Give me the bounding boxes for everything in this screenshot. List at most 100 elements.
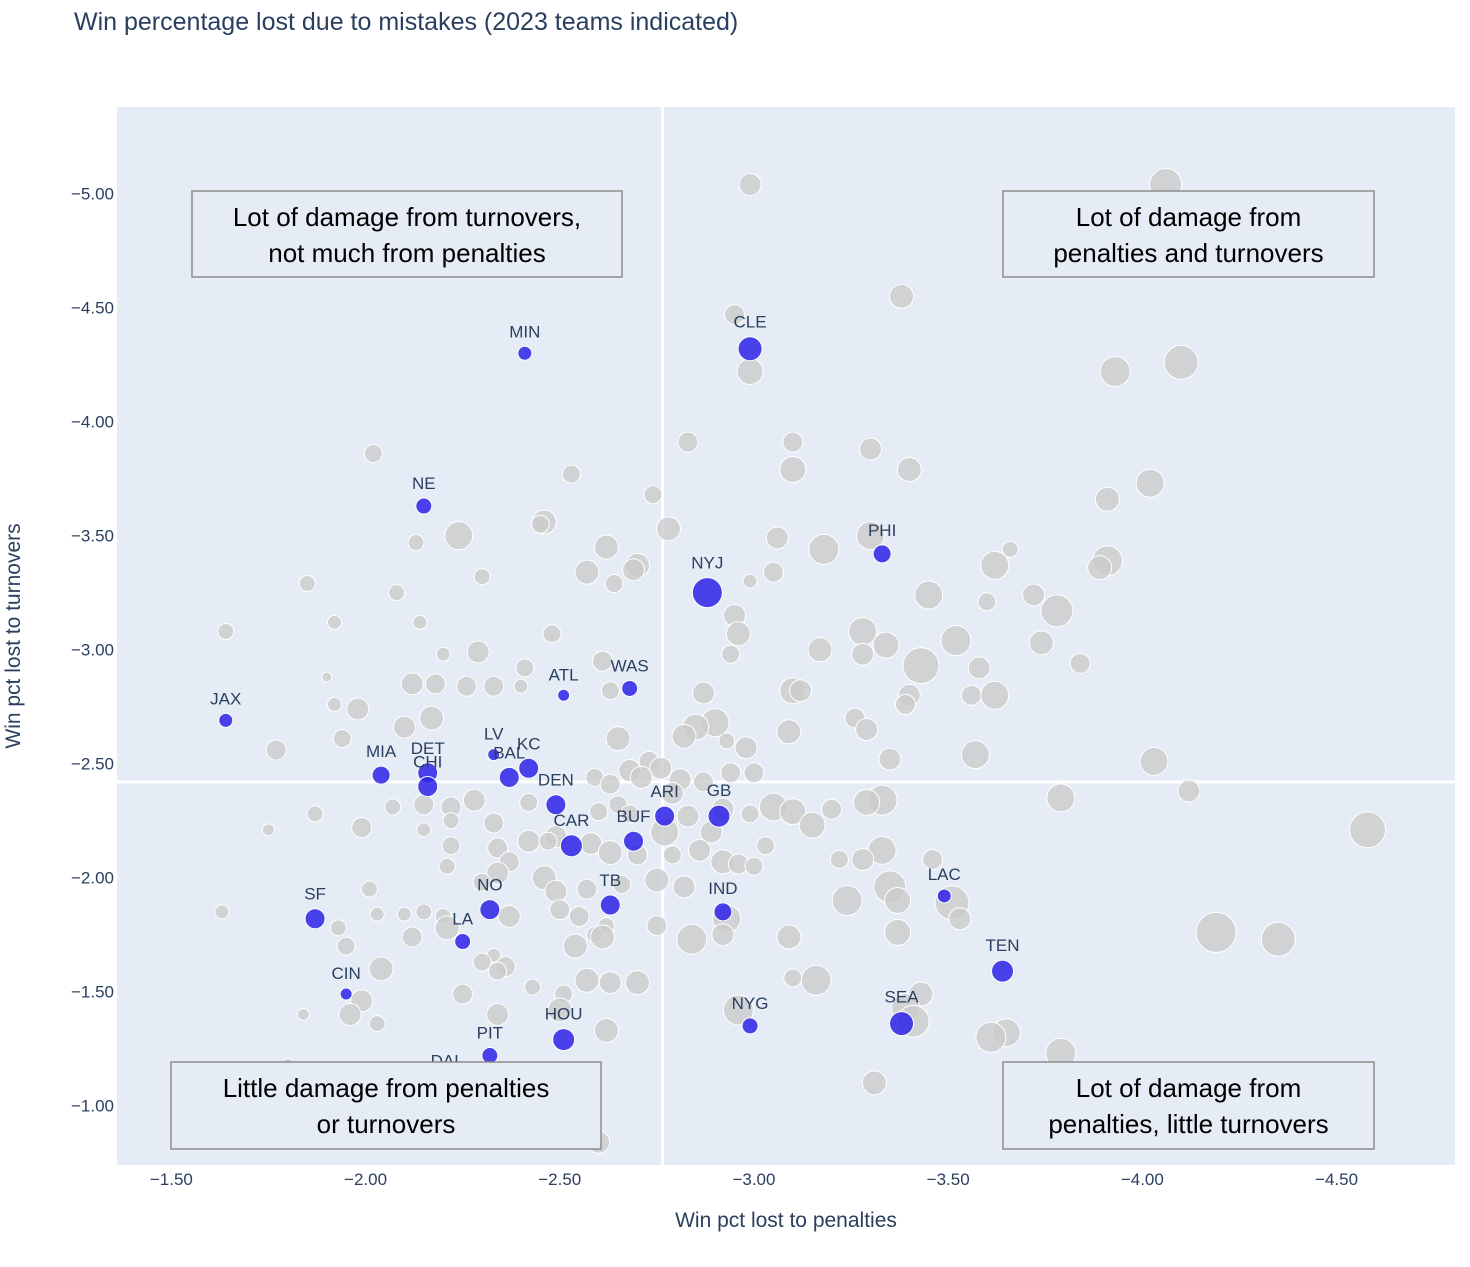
other-season-marker <box>472 952 492 972</box>
y-tick-label: −4.00 <box>71 413 114 432</box>
other-season-marker <box>718 732 736 750</box>
other-season-marker <box>1177 779 1201 803</box>
other-season-marker <box>711 923 735 947</box>
other-season-marker <box>1135 468 1165 498</box>
other-season-marker <box>724 303 746 325</box>
team-marker-car <box>559 834 583 858</box>
y-tick-label: −5.00 <box>71 185 114 204</box>
other-season-marker <box>940 625 972 657</box>
other-season-marker <box>360 880 378 898</box>
other-season-marker <box>902 647 940 685</box>
other-season-marker <box>369 906 385 922</box>
other-season-marker <box>851 847 875 871</box>
annotation-bottom-right: Lot of damage from penalties, little turn… <box>1002 1061 1375 1150</box>
team-marker-lac <box>936 888 952 904</box>
team-marker-cin <box>339 987 353 1001</box>
team-label-hou: HOU <box>545 1005 583 1024</box>
other-season-marker <box>392 715 416 739</box>
annotation-text: penalties and turnovers <box>1053 238 1323 268</box>
other-season-marker <box>656 516 682 542</box>
other-season-marker <box>789 679 813 703</box>
other-season-marker <box>1195 911 1237 953</box>
team-label-atl: ATL <box>549 665 579 684</box>
annotation-text: penalties, little turnovers <box>1048 1109 1328 1139</box>
team-marker-mia <box>371 765 391 785</box>
other-season-marker <box>384 798 402 816</box>
other-season-marker <box>960 684 982 706</box>
team-label-cle: CLE <box>734 313 767 332</box>
other-season-marker <box>742 573 758 589</box>
annotation-text: Lot of damage from <box>1076 1073 1301 1103</box>
team-label-min: MIN <box>509 322 540 341</box>
other-season-marker <box>424 673 446 695</box>
other-season-marker <box>829 849 849 869</box>
other-season-marker <box>671 723 697 749</box>
y-tick-label: −2.50 <box>71 755 114 774</box>
other-season-marker <box>922 848 944 870</box>
team-label-den: DEN <box>538 771 574 790</box>
other-season-marker <box>646 915 668 937</box>
other-season-marker <box>798 811 826 839</box>
other-season-marker <box>1001 540 1019 558</box>
other-season-marker <box>388 584 406 602</box>
other-season-marker <box>743 762 765 784</box>
chart-title: Win percentage lost due to mistakes (202… <box>74 8 738 36</box>
other-season-marker <box>807 637 833 663</box>
team-label-phi: PHI <box>868 521 896 540</box>
other-season-marker <box>497 904 521 928</box>
y-tick-label: −4.50 <box>71 299 114 318</box>
other-season-marker <box>1349 811 1387 849</box>
reference-lines <box>117 107 1455 1165</box>
team-label-bal: BAL <box>493 743 525 762</box>
other-season-marker <box>1094 486 1120 512</box>
other-season-marker <box>722 994 754 1026</box>
other-season-marker <box>855 521 885 551</box>
team-label-ind: IND <box>708 879 737 898</box>
other-season-marker <box>725 621 751 647</box>
team-label-lac: LAC <box>928 865 961 884</box>
other-season-marker <box>960 740 990 770</box>
other-season-marker <box>688 838 712 862</box>
other-season-marker <box>776 719 802 745</box>
other-season-marker <box>396 906 412 922</box>
other-season-marker <box>407 534 425 552</box>
other-season-marker <box>914 580 944 610</box>
annotation-text: Lot of damage from <box>1076 202 1301 232</box>
team-label-buf: BUF <box>617 807 651 826</box>
team-marker-sea <box>889 1011 915 1037</box>
team-label-mia: MIA <box>366 742 397 761</box>
other-season-marker <box>620 804 640 824</box>
other-season-marker <box>530 514 550 534</box>
x-tick-label: −4.00 <box>1121 1170 1164 1189</box>
other-season-marker <box>808 533 840 565</box>
annotation-top-left: Lot of damage from turnovers, not much fr… <box>191 190 623 278</box>
team-label-pit: PIT <box>477 1024 503 1043</box>
annotation-bottom-left: Little damage from penalties or turnovers <box>170 1061 602 1150</box>
annotation-box <box>1002 1061 1375 1150</box>
other-season-marker <box>605 726 631 752</box>
team-label-ari: ARI <box>650 782 678 801</box>
other-season-marker <box>720 762 742 784</box>
quadrant-annotations: Lot of damage from turnovers, not much fr… <box>170 190 1375 1150</box>
other-season-marker <box>261 823 275 837</box>
other-season-marker <box>765 526 789 550</box>
team-marker-nyg <box>741 1017 759 1035</box>
other-season-marker <box>848 616 878 646</box>
other-season-marker <box>513 678 529 694</box>
other-season-marker <box>967 656 991 680</box>
other-season-marker <box>442 812 460 830</box>
team-label-nyj: NYJ <box>691 554 723 573</box>
other-season-marker <box>444 521 474 551</box>
other-season-marker <box>855 717 879 741</box>
other-season-marker <box>821 798 843 820</box>
other-season-marker <box>519 792 539 812</box>
other-season-marker <box>332 729 352 749</box>
other-season-marker <box>1260 921 1296 957</box>
other-season-marker <box>721 644 741 664</box>
plot-area <box>117 107 1455 1165</box>
team-marker-hou <box>552 1028 576 1052</box>
other-season-marker <box>452 983 474 1005</box>
other-season-marker <box>462 788 486 812</box>
team-marker-buf <box>623 830 645 852</box>
annotation-box <box>191 190 623 278</box>
